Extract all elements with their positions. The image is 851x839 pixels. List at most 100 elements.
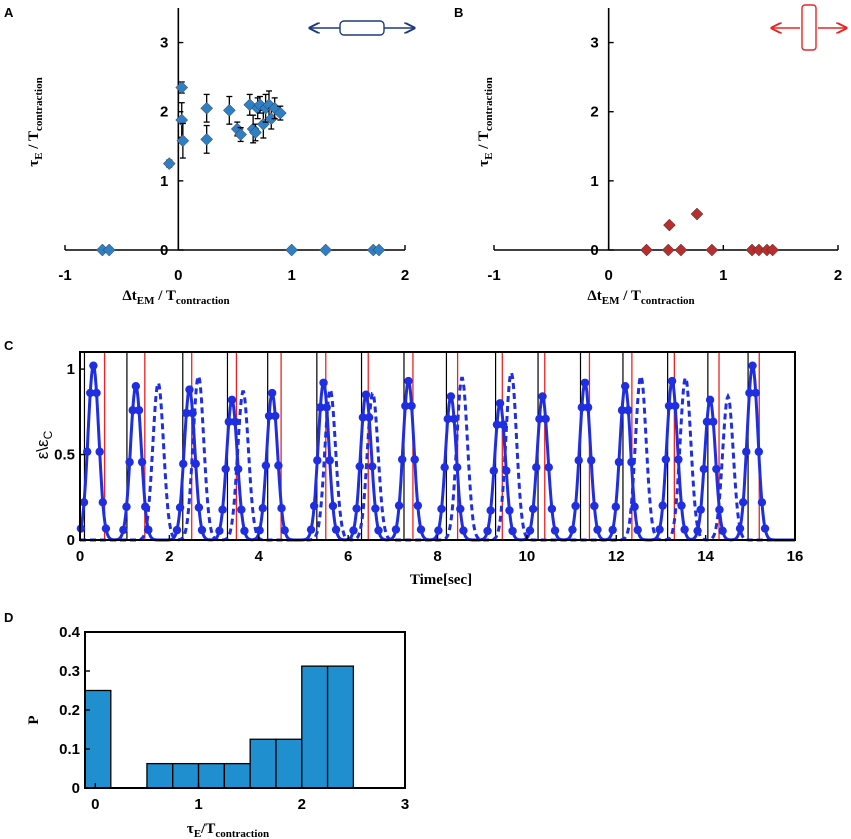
- panel-c-data-point: [224, 417, 234, 426]
- panel-c-data-point: [590, 501, 599, 511]
- panel-c-data-point: [188, 408, 197, 418]
- panel-c-data-point: [258, 504, 267, 513]
- panel-d-ytick-label: 0: [72, 780, 80, 797]
- panel-c-data-point: [620, 381, 630, 391]
- panel-c-ytick-label: 0: [67, 532, 75, 549]
- panel-c-data-point: [185, 385, 194, 394]
- panel-c-data-point: [374, 526, 383, 535]
- panel-b-ytick-label: 0: [590, 242, 598, 259]
- panel-c-xtick-label: 4: [255, 548, 264, 565]
- panel-c-data-point: [630, 502, 639, 511]
- panel-c-data-point: [742, 447, 751, 456]
- panel-c-data-point: [191, 459, 200, 469]
- panel-c-data-point: [404, 376, 413, 386]
- panel-c-data-point: [541, 414, 550, 424]
- panel-a-diamond-point: [176, 134, 190, 148]
- panel-c-data-point: [709, 417, 718, 426]
- panel-c-data-point: [233, 464, 243, 474]
- panel-a-ticks: -1 0 1 2 0 1 2 3: [58, 35, 409, 284]
- panel-d-xtick-label: 3: [401, 796, 409, 813]
- panel-c-data-point: [280, 526, 289, 535]
- panel-c-data-point: [440, 463, 449, 472]
- panel-c-data-point: [227, 395, 237, 405]
- panel-c-data-point: [751, 388, 760, 398]
- panel-c-ylabel: ε\εC: [33, 430, 55, 459]
- panel-d-ytick-label: 0.2: [59, 702, 80, 719]
- panel-d-histogram-bar: [275, 738, 303, 789]
- panel-c-data-point: [757, 498, 767, 507]
- panel-c-ytick-label: 1: [67, 361, 75, 378]
- panel-a-diamond-point: [249, 126, 262, 139]
- panel-c-data-point: [614, 457, 624, 467]
- panel-b-xlabel: ΔtEM / Tcontraction: [587, 288, 694, 307]
- panel-a-ytick-label: 3: [160, 35, 168, 52]
- panel-c-data-point: [131, 381, 141, 391]
- panel-c-data-point: [627, 457, 636, 467]
- panel-c-data-point: [483, 526, 492, 536]
- panel-a-diamond-point: [162, 157, 176, 170]
- panel-d-histogram-bar: [146, 762, 174, 789]
- panel-d-histogram-bar: [84, 689, 112, 789]
- panel-c-data-point: [580, 378, 590, 387]
- panel-c-data-point: [358, 413, 368, 422]
- panel-c-data-point: [325, 456, 335, 465]
- panel-c-data-point: [361, 390, 371, 399]
- panel-d-histogram-bar: [301, 665, 329, 789]
- panel-c-data-point: [394, 501, 404, 510]
- panel-c-xtick-label: 8: [433, 548, 441, 565]
- panel-c-data-point: [331, 525, 341, 534]
- panel-c-data-point: [617, 406, 627, 415]
- panel-b-marks: [640, 207, 779, 257]
- panel-c-data-point: [328, 501, 338, 511]
- panel-c-data-point: [264, 411, 274, 421]
- panel-c-data-point: [144, 525, 153, 535]
- panel-c-data-point: [218, 505, 227, 514]
- panel-a-diamond-point: [319, 243, 333, 257]
- panel-c-data-point: [705, 395, 715, 405]
- panel-c-data-point: [538, 392, 547, 401]
- panel-c-data-point: [134, 406, 144, 415]
- panel-c-data-point: [661, 455, 671, 464]
- panel-c-data-point: [667, 376, 677, 386]
- panel-d-ticks: 0 1 2 3 0 0.1 0.2 0.3 0.4: [59, 624, 409, 813]
- panel-b-diamond-point: [674, 243, 688, 257]
- panel-c-xtick-label: 16: [787, 548, 804, 565]
- panel-c-data-point: [505, 506, 514, 515]
- panel-c-data-point: [452, 463, 462, 472]
- panel-c-data-point: [237, 505, 246, 514]
- panel-c-data-point: [544, 463, 553, 472]
- panel-c-data-point: [309, 501, 319, 511]
- panel-c-data-point: [437, 504, 446, 514]
- panel-c-data-point: [119, 525, 128, 535]
- panel-c-data-point: [735, 524, 745, 533]
- panel-b-xtick-label: 0: [604, 267, 612, 284]
- panel-c-data-point: [86, 388, 95, 398]
- panel-c-data-point: [261, 461, 271, 470]
- panel-c-data-point: [577, 403, 587, 412]
- panel-d-ytick-label: 0.1: [59, 741, 80, 758]
- panel-c-data-point: [194, 503, 204, 512]
- panel-a-xlabel: ΔtEM / Tcontraction: [122, 288, 229, 307]
- panel-c-data-point: [696, 505, 705, 514]
- panel-c-data-point: [693, 526, 702, 535]
- panel-c-data-point: [82, 447, 92, 456]
- panel-c-data-point: [364, 413, 374, 422]
- panel-c-data-point: [550, 526, 560, 535]
- panel-c-marks: [76, 352, 795, 542]
- panel-c-data-point: [407, 401, 416, 411]
- panel-b-chart: -1 0 1 2 0 1 2 3 ΔtEM / Tcontraction τE / Tcont…: [476, 4, 846, 307]
- panel-c-data-point: [89, 361, 98, 370]
- panel-a-ytick-label: 0: [160, 242, 168, 259]
- panel-c-data-point: [416, 525, 426, 534]
- panel-c-data-point: [101, 524, 111, 533]
- panel-c-xtick-label: 0: [76, 548, 84, 565]
- panel-c-data-point: [486, 506, 495, 515]
- panel-c-data-point: [495, 399, 505, 408]
- panel-c-data-point: [655, 525, 664, 534]
- panel-c-data-point: [172, 525, 182, 535]
- panel-c-data-point: [122, 502, 131, 511]
- panel-c-data-point: [571, 501, 580, 511]
- panel-c-data-point: [355, 462, 364, 471]
- panel-c-data-point: [528, 504, 538, 514]
